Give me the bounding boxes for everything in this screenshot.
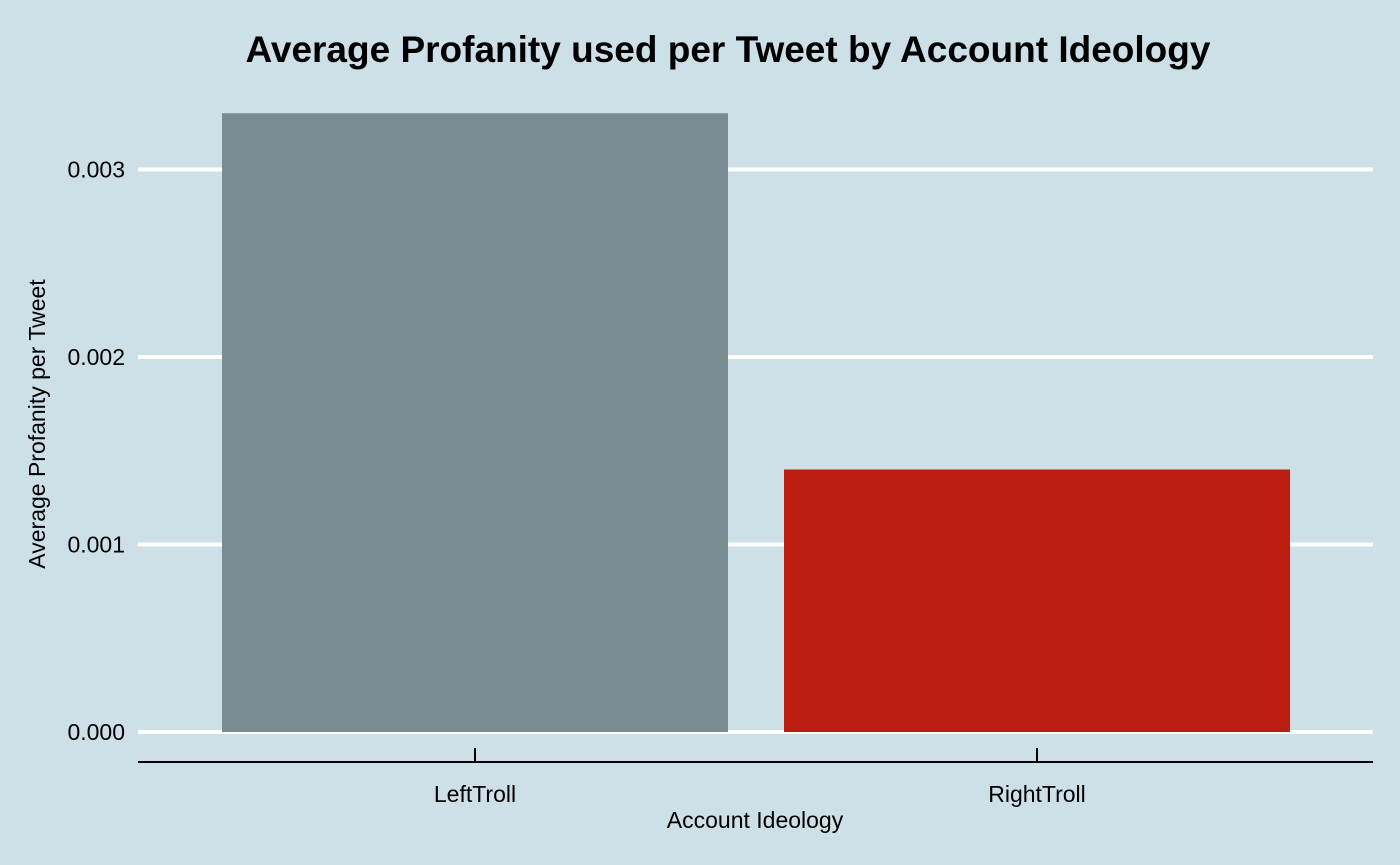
x-axis-title: Account Ideology <box>667 807 844 833</box>
y-tick-labels: 0.000 0.001 0.002 0.003 <box>67 157 125 746</box>
bar-lefttroll <box>222 113 728 732</box>
chart-title: Average Profanity used per Tweet by Acco… <box>246 29 1211 70</box>
x-ticks: LeftTroll RightTroll <box>434 748 1086 807</box>
y-tick-label: 0.000 <box>67 719 125 745</box>
y-tick-label: 0.002 <box>67 344 125 370</box>
y-tick-label: 0.001 <box>67 532 125 558</box>
y-axis-title: Average Profanity per Tweet <box>24 279 50 569</box>
x-tick-label: LeftTroll <box>434 781 516 807</box>
bars <box>222 113 1290 732</box>
bar-righttroll <box>784 469 1290 732</box>
x-tick-label: RightTroll <box>988 781 1086 807</box>
y-tick-label: 0.003 <box>67 157 125 183</box>
